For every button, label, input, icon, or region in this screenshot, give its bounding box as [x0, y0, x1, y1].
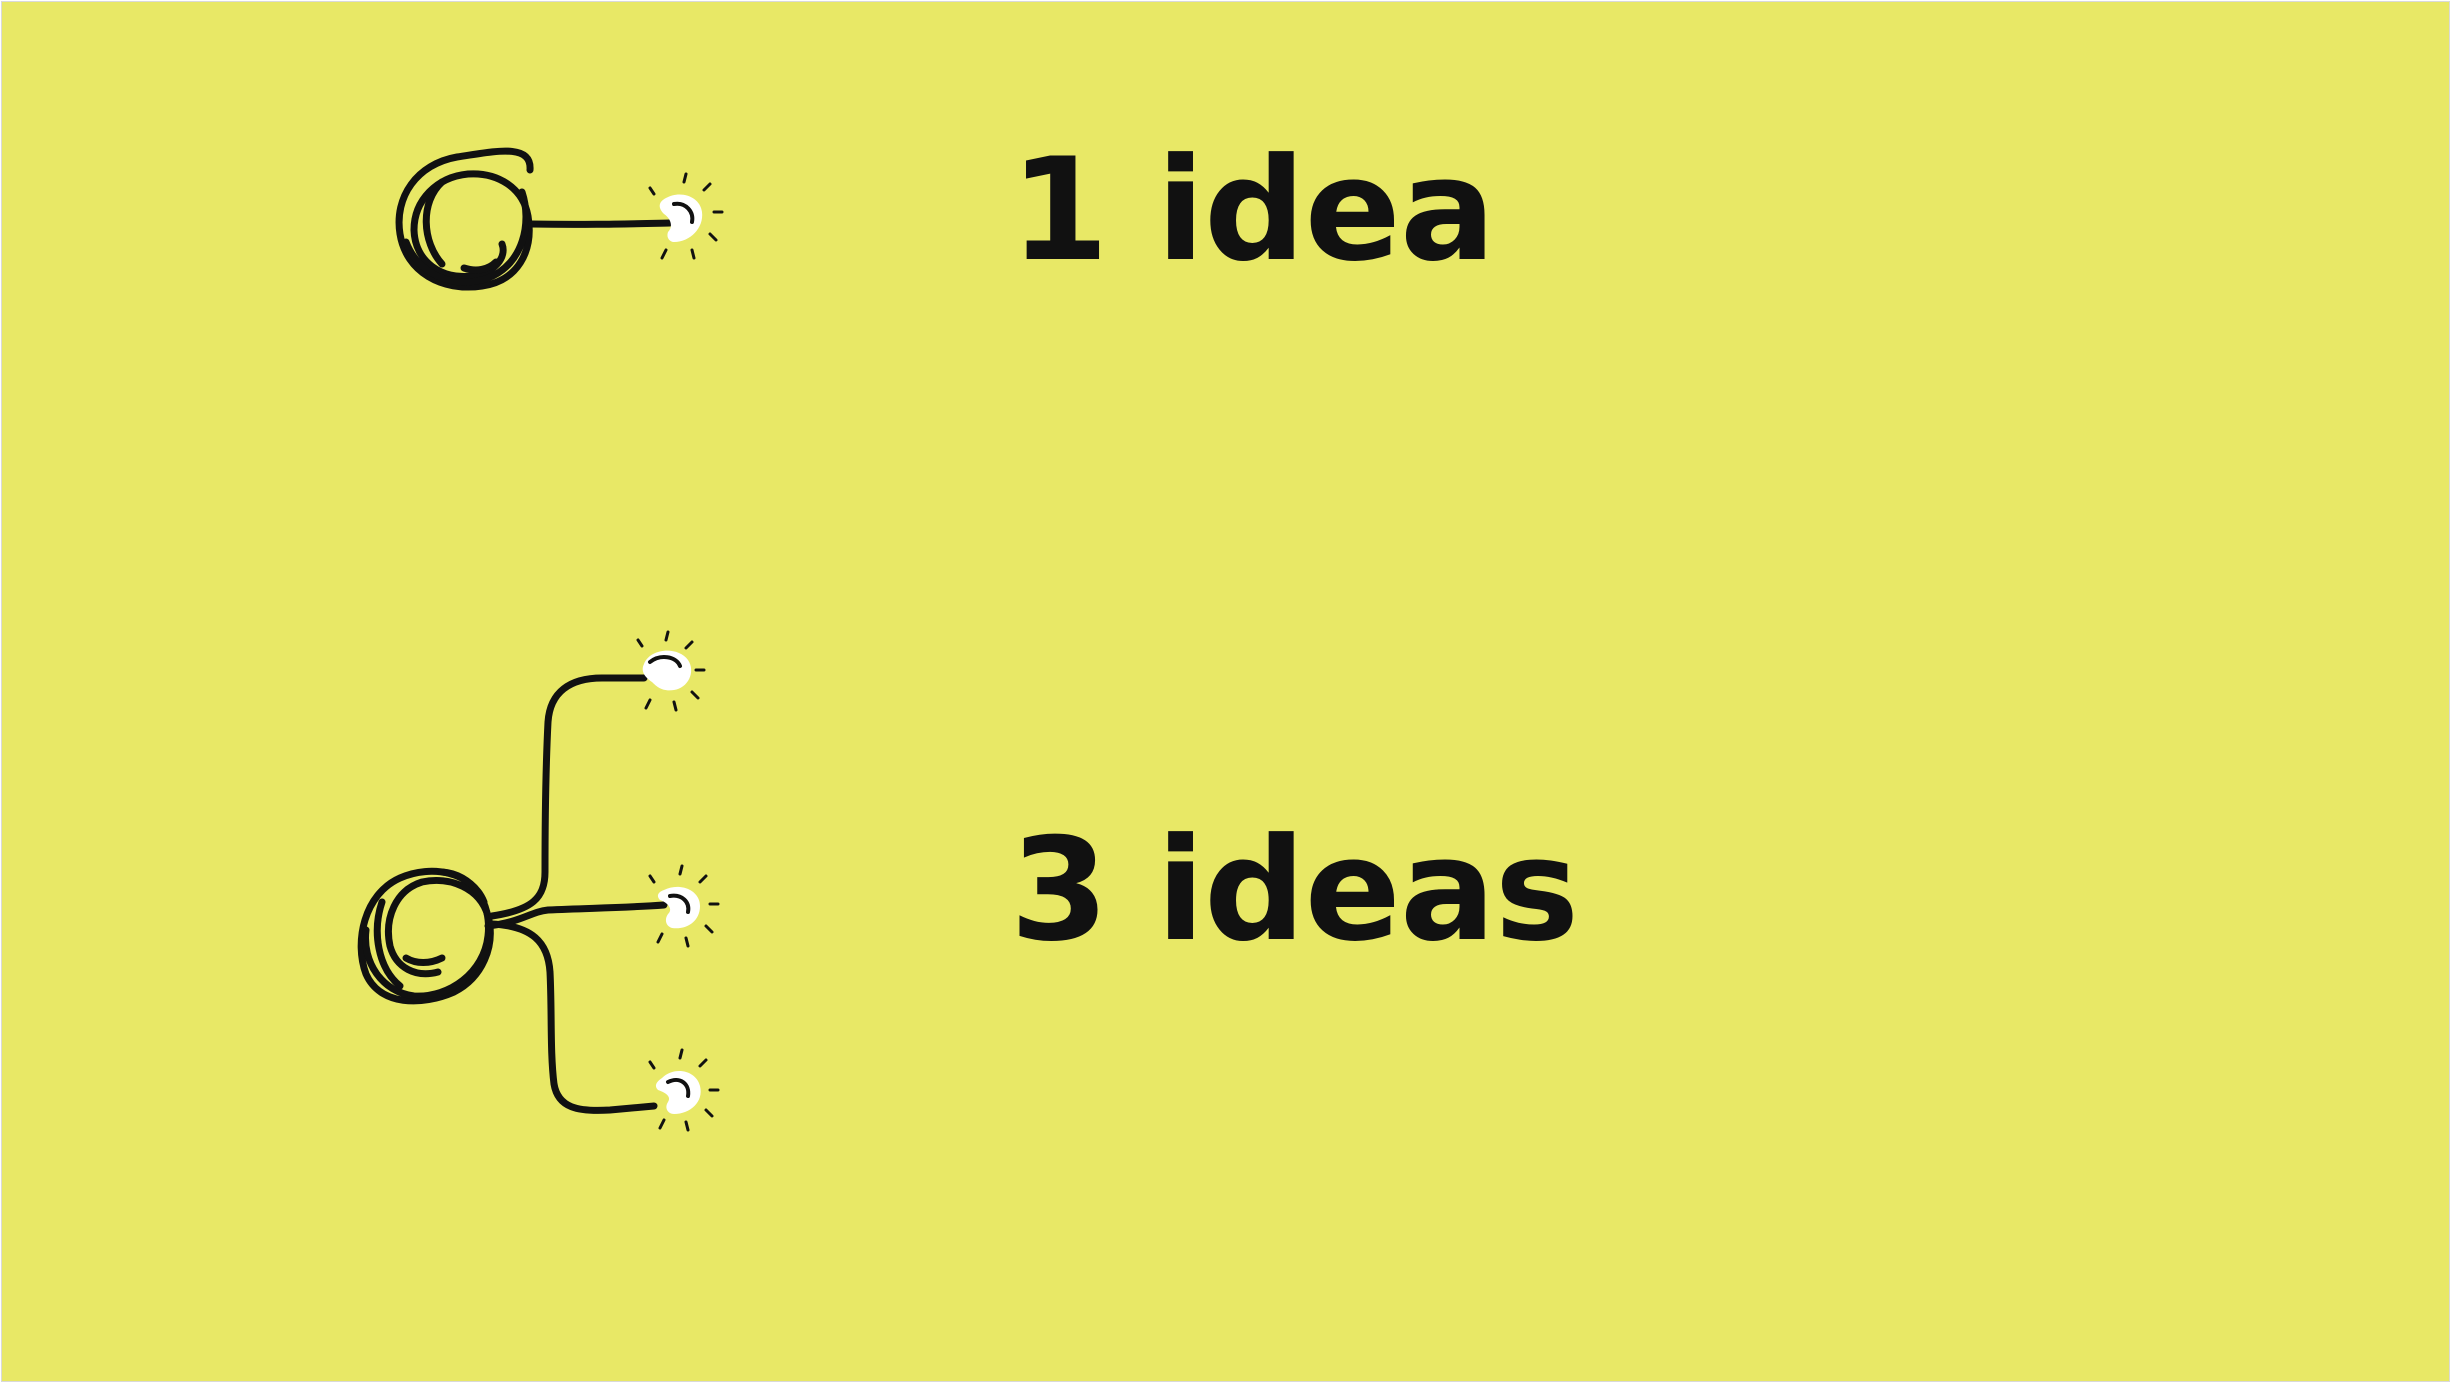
one-idea-diagram [395, 147, 724, 291]
lightbulb-glow-icon [636, 630, 706, 712]
three-ideas-label: 3 ideas [1010, 808, 1579, 973]
one-idea-label: 1 idea [1010, 128, 1496, 293]
three-ideas-diagram [357, 630, 720, 1132]
lightbulb-glow-icon [648, 172, 724, 260]
connector-top [488, 674, 648, 920]
connector-middle [484, 901, 668, 930]
connector-line [527, 219, 674, 228]
circle-scribble-icon [357, 867, 494, 1005]
circle-scribble-icon [395, 147, 534, 291]
lightbulb-glow-icon [648, 1048, 720, 1132]
lightbulb-glow-icon [648, 864, 720, 948]
connector-bottom [488, 920, 658, 1114]
